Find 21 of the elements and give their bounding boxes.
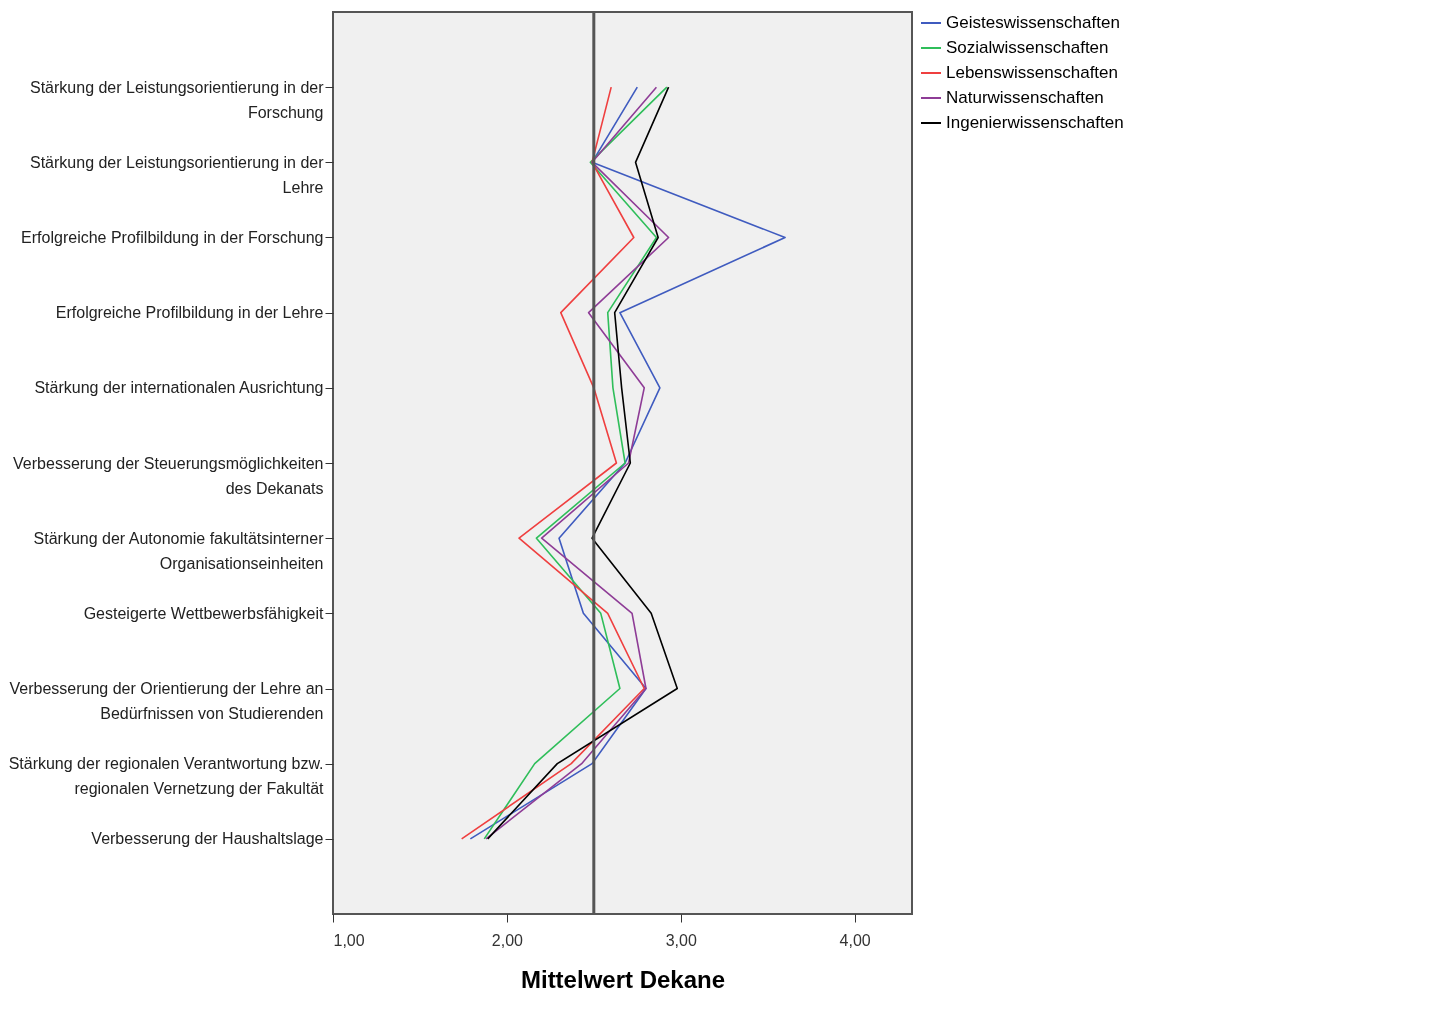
legend-label: Naturwissenschaften	[946, 88, 1104, 107]
y-tick-label: Stärkung der Autonomie fakultätsinterner Organisationseinheiten	[33, 529, 325, 572]
legend-label: Ingenierwissenschaften	[946, 113, 1124, 132]
x-tick-label: 1,00	[333, 931, 365, 949]
y-tick-label: Erfolgreiche Profilbildung in der Lehre	[55, 304, 324, 322]
y-tick-label: Gesteigerte Wettbewerbsfähigkeit	[83, 604, 325, 622]
legend-label: Lebenswissenschaften	[946, 63, 1119, 82]
x-tick-label: 4,00	[839, 931, 871, 949]
y-tick-label: Erfolgreiche Profilbildung in der Forschung	[21, 229, 324, 246]
y-tick-label: Stärkung der internationalen Ausrichtung	[34, 379, 324, 397]
y-tick-label: Verbesserung der Haushaltslage	[91, 830, 324, 848]
y-tick-label: Verbesserung der Steuerungsmöglichkeiten des Dekanats	[13, 454, 324, 497]
legend-label: Sozialwissenschaften	[946, 38, 1109, 57]
x-tick-label: 3,00	[665, 931, 697, 949]
y-tick-label: Stärkung der Leistungsorientierung in der Lehre	[29, 153, 325, 196]
legend-label: Geisteswissenschaften	[946, 13, 1120, 32]
y-tick-label: Stärkung der Leistungsorientierung in der Forschung	[29, 78, 325, 121]
x-tick-label: 2,00	[491, 931, 524, 949]
y-tick-label: Verbesserung der Orientierung der Lehre an Bedürfnissen von Studierenden	[9, 680, 324, 722]
y-tick-label: Stärkung der regionalen Verantwortung bzw. regionalen Vernetzung der Fakultät	[8, 755, 325, 798]
x-axis-title: Mittelwert Dekane	[520, 965, 726, 993]
